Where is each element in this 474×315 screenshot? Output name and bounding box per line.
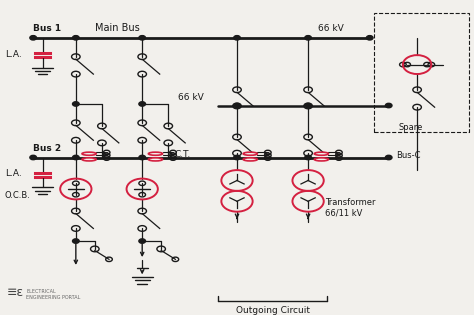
Circle shape: [305, 155, 311, 160]
Ellipse shape: [243, 158, 257, 161]
Ellipse shape: [148, 158, 163, 161]
Circle shape: [73, 36, 79, 40]
Text: 66 kV: 66 kV: [178, 93, 203, 102]
Text: L.A.: L.A.: [5, 50, 21, 59]
Circle shape: [234, 36, 240, 40]
Circle shape: [139, 102, 146, 106]
Ellipse shape: [82, 158, 96, 161]
Text: Spare: Spare: [398, 123, 422, 132]
Circle shape: [139, 155, 146, 160]
Text: L.A.: L.A.: [5, 169, 21, 178]
Ellipse shape: [148, 152, 163, 155]
Circle shape: [139, 239, 146, 243]
Text: Bus 1: Bus 1: [33, 24, 61, 33]
Circle shape: [234, 155, 240, 160]
Ellipse shape: [82, 152, 96, 155]
Ellipse shape: [314, 158, 328, 161]
Text: Main Bus: Main Bus: [95, 23, 139, 33]
Ellipse shape: [314, 152, 328, 155]
Ellipse shape: [243, 152, 257, 155]
Text: ≡ε: ≡ε: [7, 286, 24, 300]
Circle shape: [366, 36, 373, 40]
Circle shape: [30, 155, 36, 160]
Circle shape: [234, 103, 240, 108]
Circle shape: [385, 103, 392, 108]
Circle shape: [73, 239, 79, 243]
Text: Transformer
66/11 kV: Transformer 66/11 kV: [325, 198, 375, 218]
Text: Outgoing Circuit: Outgoing Circuit: [236, 306, 310, 315]
Text: ELECTRICAL
ENGINEERING PORTAL: ELECTRICAL ENGINEERING PORTAL: [26, 289, 81, 300]
Circle shape: [305, 103, 311, 108]
Text: Bus-C: Bus-C: [396, 152, 420, 160]
Circle shape: [30, 36, 36, 40]
Text: 66 kV: 66 kV: [318, 24, 343, 33]
Text: Bus 2: Bus 2: [33, 144, 61, 153]
Circle shape: [385, 155, 392, 160]
Circle shape: [73, 155, 79, 160]
Circle shape: [305, 36, 311, 40]
Text: O.C.B.: O.C.B.: [5, 191, 31, 200]
Circle shape: [73, 102, 79, 106]
Circle shape: [139, 36, 146, 40]
Text: C.T.: C.T.: [174, 151, 191, 159]
